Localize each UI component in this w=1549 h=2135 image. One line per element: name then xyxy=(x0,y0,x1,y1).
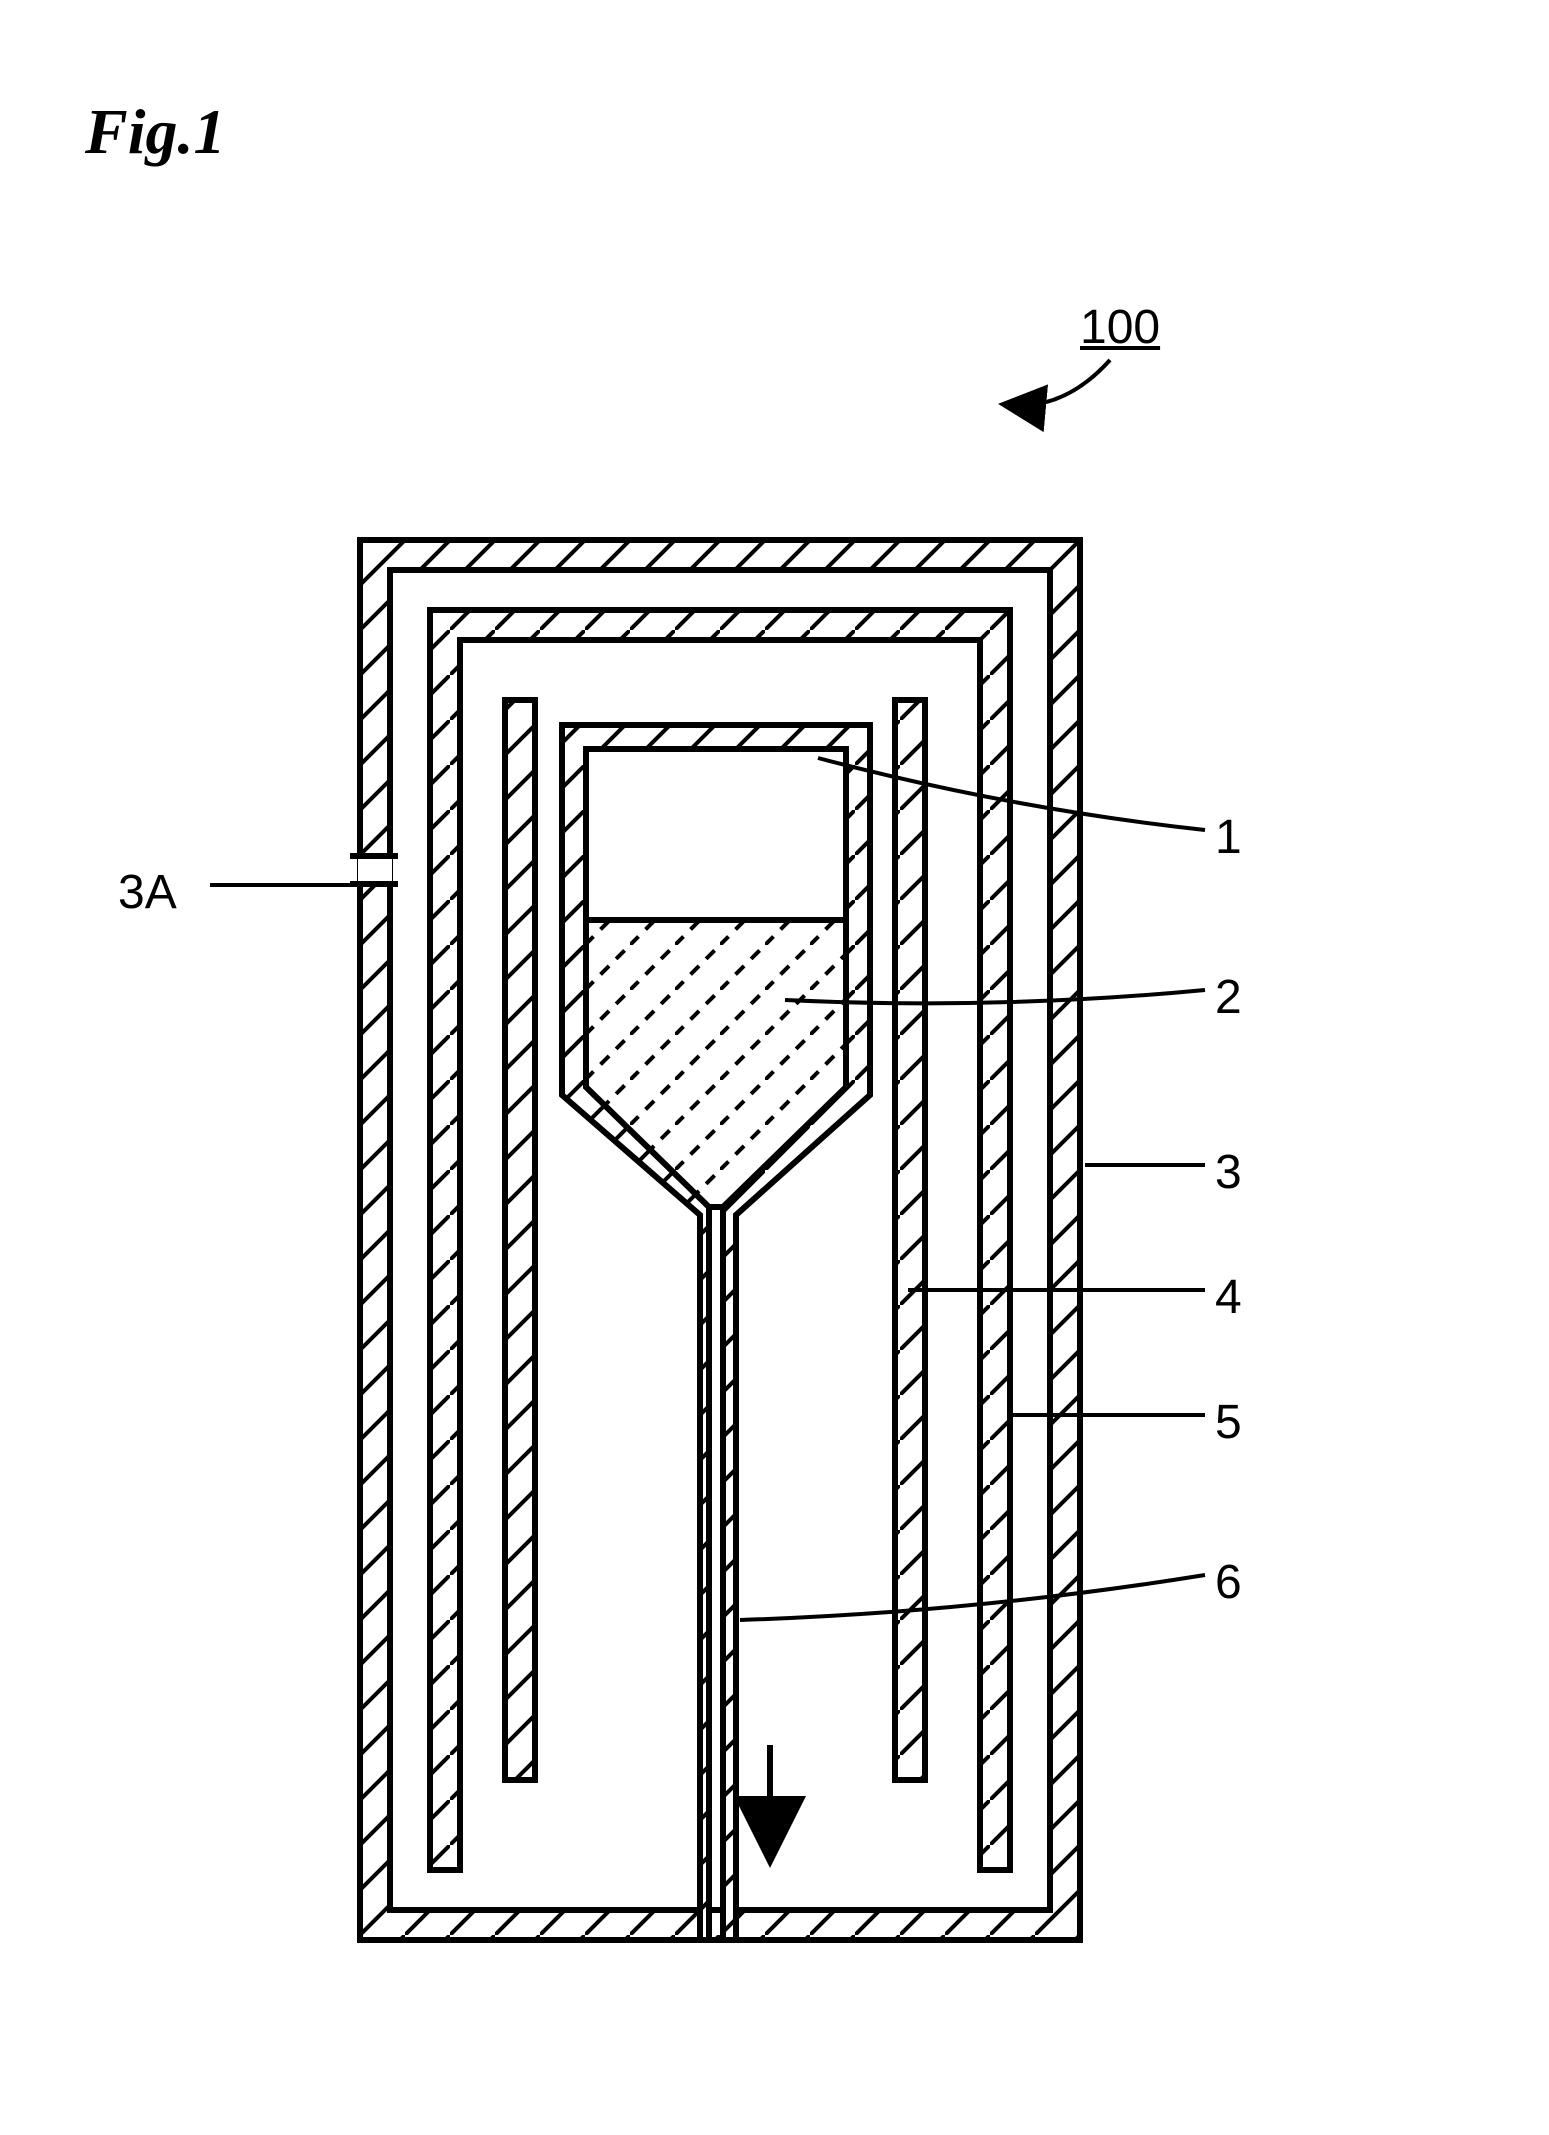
callout-label-6: 6 xyxy=(1215,1555,1242,1610)
crucible-wall xyxy=(562,725,870,1940)
callout-label-5: 5 xyxy=(1215,1395,1242,1450)
callout-leader-6 xyxy=(740,1575,1205,1620)
callout-label-3A: 3A xyxy=(118,865,177,920)
callout-label-2: 2 xyxy=(1215,970,1242,1025)
melt-fill xyxy=(586,920,846,1207)
heater-left xyxy=(505,700,535,1780)
callout-label-3: 3 xyxy=(1215,1145,1242,1200)
diagram-svg xyxy=(0,0,1549,2135)
heater-right xyxy=(895,700,925,1780)
callout-label-1: 1 xyxy=(1215,810,1242,865)
callout-label-4: 4 xyxy=(1215,1270,1242,1325)
assembly-leader xyxy=(1010,360,1110,405)
port-opening xyxy=(358,856,392,884)
